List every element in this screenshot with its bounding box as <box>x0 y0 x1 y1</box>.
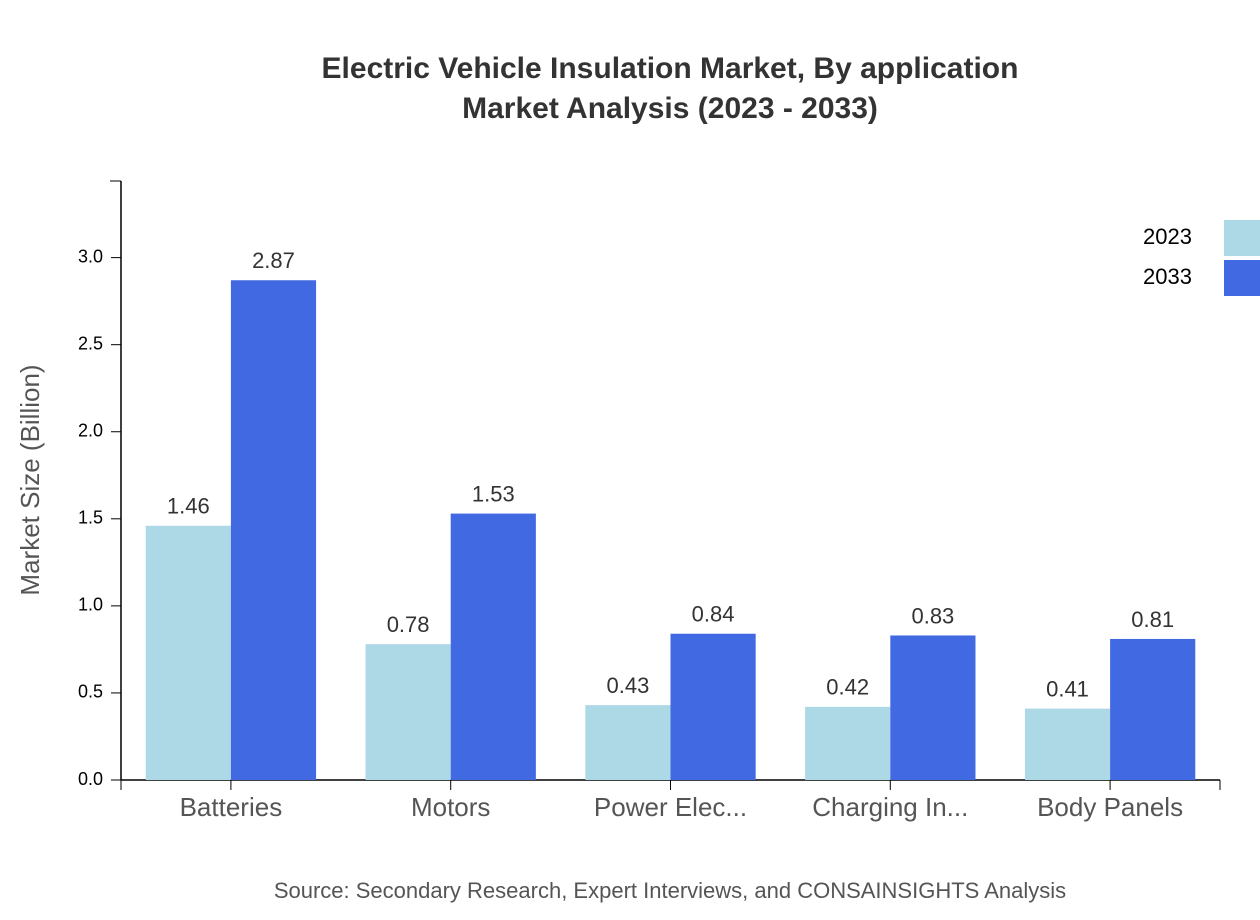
y-tick-label: 3.0 <box>78 246 103 266</box>
value-label: 2.87 <box>252 248 295 273</box>
value-label: 0.84 <box>692 602 735 627</box>
bar <box>890 635 976 780</box>
bar <box>670 633 756 780</box>
y-axis-label: Market Size (Billion) <box>15 364 45 595</box>
y-tick-label: 2.5 <box>78 333 103 353</box>
legend-swatch <box>1224 260 1260 296</box>
bar <box>1110 638 1196 780</box>
legend-label: 2033 <box>1143 264 1192 289</box>
chart-subtitle: Market Analysis (2023 - 2033) <box>462 92 878 125</box>
value-label: 1.53 <box>472 481 515 506</box>
y-tick-label: 1.0 <box>78 595 103 615</box>
value-label: 1.46 <box>167 494 210 519</box>
y-tick-label: 0.5 <box>78 682 103 702</box>
value-label: 0.81 <box>1131 607 1174 632</box>
x-tick-label: Motors <box>411 792 490 822</box>
bar <box>450 513 536 780</box>
bar <box>145 525 231 780</box>
y-tick-label: 0.0 <box>78 769 103 789</box>
value-label: 0.83 <box>911 603 954 628</box>
bar <box>1024 708 1111 780</box>
legend-swatch <box>1224 220 1260 256</box>
x-tick-label: Body Panels <box>1037 792 1183 822</box>
value-label: 0.43 <box>606 673 649 698</box>
x-tick-label: Power Elec... <box>594 792 747 822</box>
bar <box>365 644 451 780</box>
x-tick-label: Charging In... <box>812 792 968 822</box>
value-label: 0.42 <box>826 675 869 700</box>
y-tick-label: 2.0 <box>78 420 103 440</box>
chart-title: Electric Vehicle Insulation Market, By a… <box>322 52 1019 85</box>
value-label: 0.78 <box>387 612 430 637</box>
bar <box>585 705 671 780</box>
value-label: 0.41 <box>1046 676 1089 701</box>
bar <box>805 706 891 780</box>
legend-label: 2023 <box>1143 224 1192 249</box>
y-tick-label: 1.5 <box>78 508 103 528</box>
x-tick-label: Batteries <box>180 792 283 822</box>
source-note: Source: Secondary Research, Expert Inter… <box>274 878 1066 903</box>
bar <box>230 280 317 780</box>
